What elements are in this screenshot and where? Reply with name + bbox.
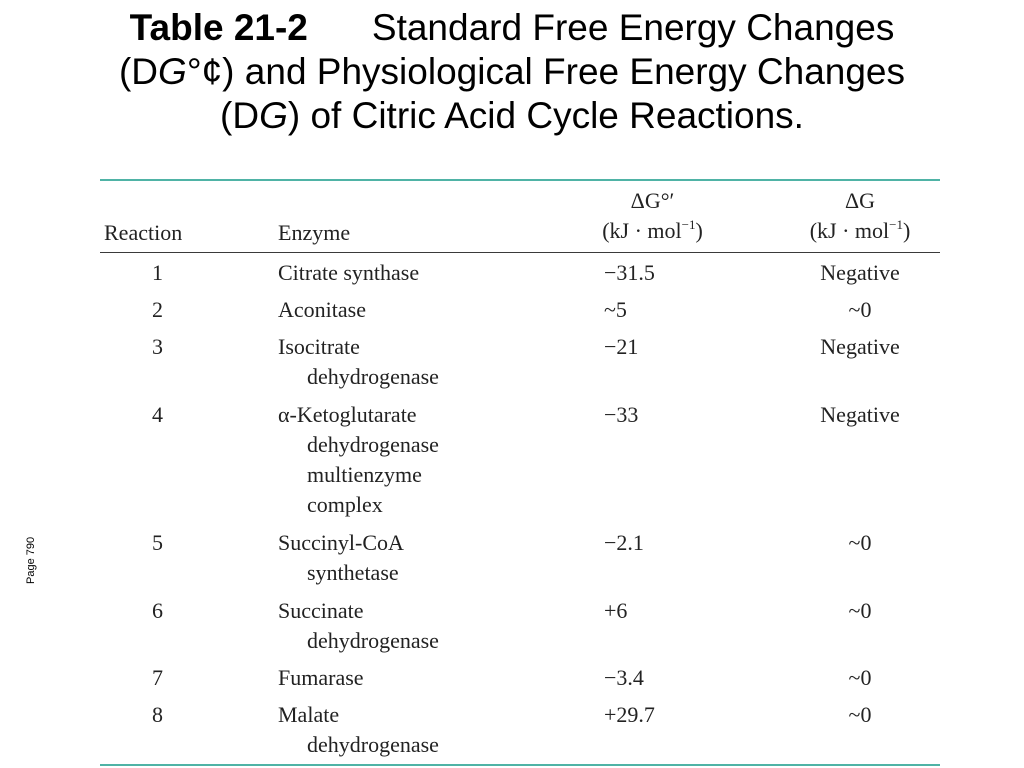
header-dg-units-line: (kJ · mol−1) <box>775 216 945 246</box>
reaction-number: 7 <box>152 665 163 690</box>
title-line-2-open: (D <box>118 51 159 92</box>
enzyme-name: Fumarase <box>278 663 364 693</box>
enzyme-name-line: Citrate synthase <box>278 260 420 285</box>
header-dg0: ΔG°′ (kJ · mol−1) <box>555 186 750 246</box>
reaction-number: 4 <box>152 401 163 427</box>
title-line-3-var: G <box>259 95 288 136</box>
enzyme-name-line: α-Ketoglutarate <box>278 401 417 427</box>
enzyme-name-line: complex <box>307 491 383 517</box>
title-line-2-text: °¢) and Physiological Free Energy Change… <box>186 51 906 92</box>
page-reference: Page 790 <box>25 536 37 584</box>
standard-free-energy: ~5 <box>604 297 627 322</box>
standard-free-energy: +6 <box>604 597 628 623</box>
header-reaction: Reaction <box>104 220 183 245</box>
enzyme-name: Isocitrate dehydrogenase <box>278 332 439 392</box>
header-dg: ΔG (kJ · mol−1) <box>775 186 945 246</box>
title-line-2: (DG°¢) and Physiological Free Energy Cha… <box>0 50 1024 94</box>
title-line-3: (DG) of Citric Acid Cycle Reactions. <box>0 94 1024 138</box>
enzyme-name: Succinyl-CoA synthetase <box>278 528 404 588</box>
title-line-1-text: Standard Free Energy Changes <box>371 7 895 48</box>
physiological-free-energy: ~0 <box>848 665 872 690</box>
enzyme-name: Succinate dehydrogenase <box>278 596 439 656</box>
enzyme-name-line: Aconitase <box>278 297 366 322</box>
enzyme-name: Citrate synthase <box>278 258 419 288</box>
enzyme-name-line: dehydrogenase <box>307 364 439 389</box>
header-dg0-close: ) <box>695 218 703 243</box>
reaction-number: 2 <box>152 297 163 322</box>
table-bottom-rule <box>100 764 940 766</box>
reaction-number: 5 <box>152 530 163 555</box>
enzyme-name: α-Ketoglutarate dehydrogenase multienzyme c… <box>278 400 439 520</box>
standard-free-energy: −3.4 <box>604 665 644 690</box>
header-dg0-units: (kJ · mol <box>602 218 682 243</box>
physiological-free-energy: Negative <box>820 260 900 285</box>
table-top-rule <box>100 179 940 181</box>
enzyme-name-line: Succinyl-CoA <box>278 530 404 555</box>
header-dg-exponent: −1 <box>889 217 903 232</box>
physiological-free-energy: Negative <box>820 401 900 427</box>
standard-free-energy: −31.5 <box>604 260 655 285</box>
header-dg-units: (kJ · mol <box>809 218 890 243</box>
standard-free-energy: −33 <box>604 401 639 427</box>
reaction-number: 1 <box>152 260 163 285</box>
enzyme-name-line: dehydrogenase <box>307 431 439 457</box>
title-line-1: Table 21-2 Standard Free Energy Changes <box>0 6 1024 50</box>
enzyme-name-line: Fumarase <box>278 665 364 690</box>
slide-title: Table 21-2 Standard Free Energy Changes (… <box>0 6 1024 138</box>
physiological-free-energy: Negative <box>820 334 900 359</box>
title-line-3-text: ) of Citric Acid Cycle Reactions. <box>287 95 804 136</box>
title-line-2-var: G <box>158 51 187 92</box>
standard-free-energy: −21 <box>604 334 639 359</box>
enzyme-name-line: Succinate <box>278 597 364 623</box>
enzyme-name: Aconitase <box>278 295 366 325</box>
reaction-number: 8 <box>152 702 163 727</box>
enzyme-name-line: Isocitrate <box>278 334 360 359</box>
enzyme-name-line: multienzyme <box>307 461 422 487</box>
physiological-free-energy: ~0 <box>848 530 872 555</box>
enzyme-name-line: synthetase <box>307 560 399 585</box>
reaction-number: 3 <box>152 334 163 359</box>
header-enzyme: Enzyme <box>278 220 351 245</box>
physiological-free-energy: ~0 <box>848 297 872 322</box>
standard-free-energy: +29.7 <box>604 702 655 727</box>
table-number: Table 21-2 <box>129 7 308 48</box>
enzyme-name-line: dehydrogenase <box>307 627 439 653</box>
header-dg-close: ) <box>902 218 911 243</box>
table-header-rule <box>100 252 940 253</box>
reaction-number: 6 <box>152 597 163 623</box>
header-dg0-units-line: (kJ · mol−1) <box>555 216 750 246</box>
header-dg-symbol: ΔG <box>844 188 876 213</box>
enzyme-name-line: dehydrogenase <box>307 732 439 757</box>
enzyme-name: Malate dehydrogenase <box>278 700 439 760</box>
physiological-free-energy: ~0 <box>848 597 872 623</box>
physiological-free-energy: ~0 <box>848 702 872 727</box>
standard-free-energy: −2.1 <box>604 530 644 555</box>
enzyme-name-line: Malate <box>278 702 340 727</box>
header-dg0-symbol: ΔG°′ <box>630 188 675 213</box>
title-line-3-open: (D <box>220 95 260 136</box>
header-dg0-exponent: −1 <box>681 217 696 232</box>
